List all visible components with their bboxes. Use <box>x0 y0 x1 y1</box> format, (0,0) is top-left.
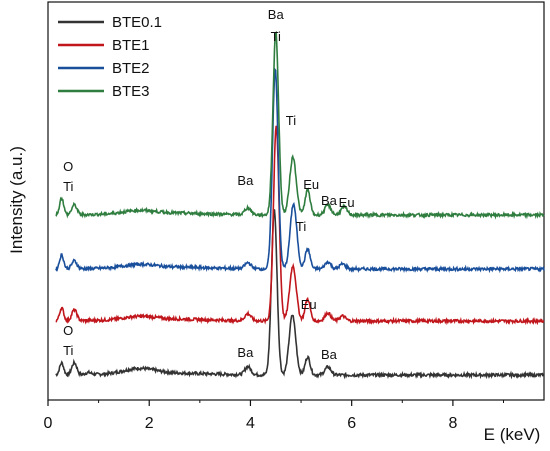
peak-label: Ba <box>268 7 285 22</box>
legend-label: BTE2 <box>112 60 150 77</box>
peak-label: Ba <box>237 173 254 188</box>
peak-label: Ba <box>321 193 338 208</box>
peak-label: O <box>63 323 73 338</box>
peak-label: Ba <box>321 347 338 362</box>
series-line-bte3 <box>55 30 545 220</box>
peak-label: Eu <box>303 177 319 192</box>
legend-label: BTE0.1 <box>112 14 162 31</box>
peak-label: Ti <box>286 113 296 128</box>
peak-label: Ti <box>296 219 306 234</box>
x-tick-label: 6 <box>347 415 356 432</box>
peak-label: Ti <box>63 343 73 358</box>
legend: BTE0.1 BTE1 BTE2 BTE3 <box>58 14 162 100</box>
series-line-bte2 <box>55 67 545 274</box>
plot-frame <box>47 1 545 401</box>
x-tick-label: 2 <box>145 415 154 432</box>
x-axis-title: E (keV) <box>484 425 541 444</box>
peak-label: Ba <box>237 345 254 360</box>
x-axis-ticks: 0 2 4 6 8 <box>44 400 505 432</box>
peak-label: Ti <box>63 179 73 194</box>
x-tick-label: 0 <box>44 415 53 432</box>
series-line-bte1 <box>55 125 545 326</box>
peak-label: Eu <box>339 195 355 210</box>
series-line-bte01 <box>55 208 545 380</box>
x-tick-label: 4 <box>246 415 255 432</box>
legend-label: BTE3 <box>112 83 150 100</box>
legend-label: BTE1 <box>112 37 150 54</box>
spectrum-curves <box>55 30 545 380</box>
x-tick-label: 8 <box>448 415 457 432</box>
peak-label: Ti <box>271 29 281 44</box>
peak-label: Eu <box>301 297 317 312</box>
peak-label: O <box>63 159 73 174</box>
y-axis-title: Intensity (a.u.) <box>7 146 26 254</box>
